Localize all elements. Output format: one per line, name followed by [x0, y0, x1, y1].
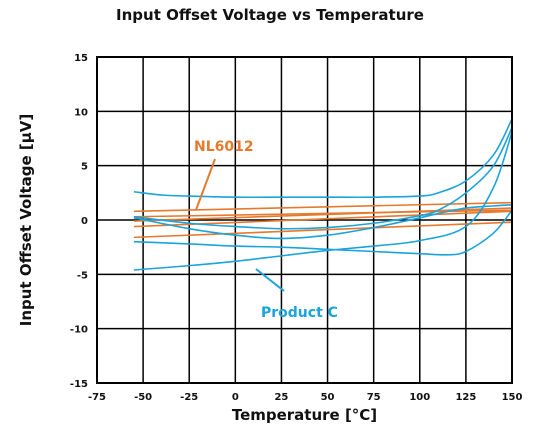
product-c-series-line: [133, 131, 513, 271]
x-tick-label: -25: [180, 392, 198, 403]
x-tick-label: 100: [409, 392, 430, 403]
x-tick-label: 0: [232, 392, 239, 403]
annotation-product-c-leader: [255, 268, 285, 292]
plot-frame: [96, 56, 513, 384]
x-tick-label: 75: [367, 392, 381, 403]
y-tick-label: -15: [70, 379, 88, 390]
product-c-series-line: [133, 118, 513, 199]
y-tick-label: 15: [74, 53, 88, 64]
y-tick-label: 5: [81, 162, 88, 173]
x-tick-label: -50: [134, 392, 152, 403]
x-tick-label: -75: [88, 392, 106, 403]
product-c-series-line: [133, 127, 513, 230]
product-c-series-line: [133, 203, 513, 240]
annotation-product-c: Product C: [261, 305, 338, 321]
y-tick-label: 10: [74, 107, 88, 118]
product-c-series-line: [133, 209, 513, 256]
y-tick-label: -10: [70, 325, 88, 336]
annotation-nl6012-leader: [195, 158, 216, 211]
y-tick-label: 0: [81, 216, 88, 227]
x-tick-label: 50: [321, 392, 335, 403]
x-tick-label: 125: [455, 392, 476, 403]
nl6012-series-line: [133, 207, 513, 222]
x-axis-label: Temperature [°C]: [231, 406, 378, 424]
nl6012-series-line: [133, 221, 513, 239]
annotation-nl6012: NL6012: [194, 139, 254, 155]
x-tick-label: 25: [274, 392, 288, 403]
chart-title: Input Offset Voltage vs Temperature: [116, 6, 424, 24]
x-tick-label: 150: [502, 392, 523, 403]
y-tick-label: -5: [77, 270, 88, 281]
